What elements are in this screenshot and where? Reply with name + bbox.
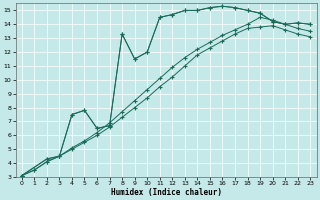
X-axis label: Humidex (Indice chaleur): Humidex (Indice chaleur) bbox=[110, 188, 221, 197]
